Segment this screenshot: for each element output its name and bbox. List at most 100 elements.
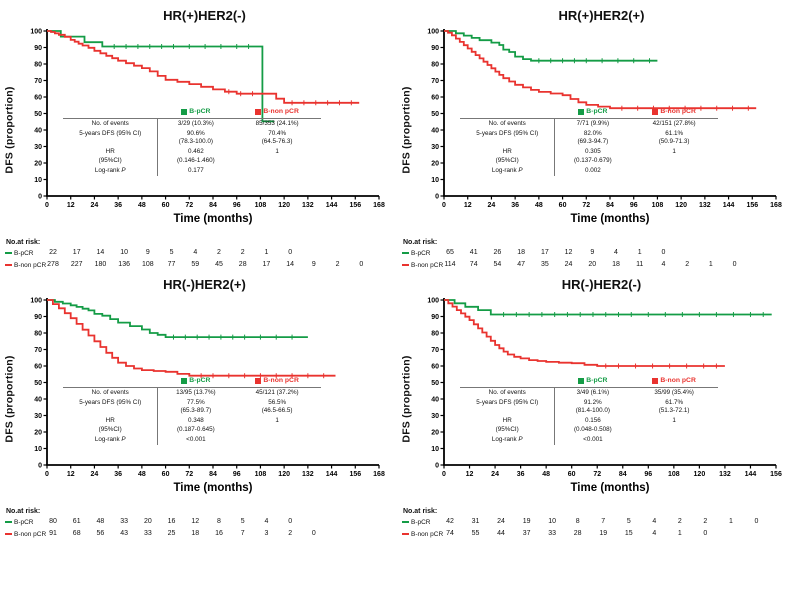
pcr-legend-label: B-pCR xyxy=(189,108,211,115)
plot-row: DFS (proportion) 0 12 24 36 48 60 72 84 96 108 120… xyxy=(2,24,393,236)
stats-label: 5-years DFS (95% CI) xyxy=(63,398,159,417)
x-tick-label: 84 xyxy=(209,202,217,209)
y-tick-label: 100 xyxy=(30,298,42,305)
stats-value-pcr: 91.2% (81.4-100.0) xyxy=(575,399,611,415)
stats-inset: B-pCR B-non pCR No. of events 3/49 (6.1%)… xyxy=(460,377,718,445)
non-pcr-curve xyxy=(47,30,360,104)
stats-inset: B-pCR B-non pCR No. of events 7/71 (9.9%)… xyxy=(460,108,718,176)
plot-area: 0 12 24 36 48 60 72 84 96 108 120 132 144 156 168 0 10 20… xyxy=(17,24,387,236)
non-pcr-line-icon xyxy=(5,263,12,267)
risk-count: 15 xyxy=(624,530,633,537)
non-pcr-swatch-icon xyxy=(255,109,262,116)
y-tick-label: 30 xyxy=(431,413,439,420)
risk-count: 26 xyxy=(493,249,502,256)
x-tick-label: 60 xyxy=(559,202,567,209)
risk-count: 11 xyxy=(636,261,644,268)
stats-row: No. of events 7/71 (9.9%) 42/151 (27.8%) xyxy=(460,118,718,129)
legend-spacer xyxy=(460,377,555,387)
stats-value-non-pcr xyxy=(233,166,321,176)
y-tick-label: 20 xyxy=(34,161,42,168)
risk-count: 24 xyxy=(564,261,573,268)
risk-row-pcr: B-pCR 22 17 14 10 9 5 4 2 2 1 0 xyxy=(2,247,393,259)
risk-count: 80 xyxy=(49,518,57,525)
risk-count: 227 xyxy=(70,261,83,268)
y-tick-label: 0 xyxy=(38,194,42,201)
plot-area: 0 12 24 36 48 60 72 84 96 108 120 132 144 156 168 0 10 20… xyxy=(414,24,784,236)
risk-count: 2 xyxy=(677,518,682,525)
x-tick-label: 12 xyxy=(466,471,474,478)
stats-value-pcr: <0.001 xyxy=(186,435,206,443)
risk-label-non-pcr: B-non pCR xyxy=(14,261,47,269)
plot-row: DFS (proportion) 0 12 24 36 48 60 72 84 96 108 120… xyxy=(399,293,790,505)
x-tick-label: 144 xyxy=(745,471,757,478)
x-tick-label: 108 xyxy=(255,471,267,478)
panel-title: HR(+)HER2(+) xyxy=(558,8,645,23)
y-tick-label: 80 xyxy=(34,62,42,69)
risk-count: 108 xyxy=(142,261,154,268)
risk-count: 74 xyxy=(469,261,478,268)
non-pcr-swatch-icon xyxy=(652,378,659,385)
stats-value-pcr: 0.462 (0.146-1.460) xyxy=(176,148,215,164)
risk-count: 16 xyxy=(215,530,223,537)
risk-count: 180 xyxy=(94,261,107,268)
stats-label: No. of events xyxy=(460,387,556,398)
risk-count: 43 xyxy=(120,530,129,537)
risk-count: 9 xyxy=(590,249,595,256)
risk-title: No.at risk: xyxy=(403,239,438,246)
risk-count: 1 xyxy=(728,518,733,525)
risk-count: 65 xyxy=(446,249,454,256)
risk-count: 4 xyxy=(614,249,618,256)
non-pcr-curve xyxy=(444,30,757,110)
risk-count: 7 xyxy=(240,530,245,537)
risk-count: 2 xyxy=(240,249,245,256)
risk-count: 12 xyxy=(191,518,200,525)
risk-count: 2 xyxy=(685,261,690,268)
legend-non-pcr: B-non pCR xyxy=(233,377,321,387)
stats-label: 5-years DFS (95% CI) xyxy=(460,129,556,148)
stats-label: HR (95%CI) xyxy=(63,147,159,166)
risk-count: 1 xyxy=(637,249,642,256)
stats-value-non-pcr: 1 xyxy=(672,417,676,425)
stats-value-pcr: 90.6% (78.3-100.0) xyxy=(178,130,214,146)
x-tick-label: 108 xyxy=(652,202,664,209)
x-tick-label: 36 xyxy=(517,471,525,478)
legend-non-pcr: B-non pCR xyxy=(630,377,718,387)
pcr-curve xyxy=(444,299,772,316)
stats-value-non-pcr xyxy=(233,435,321,445)
x-tick-label: 168 xyxy=(373,202,385,209)
risk-label-pcr: B-pCR xyxy=(14,249,34,257)
risk-count: 28 xyxy=(573,530,582,537)
stats-value-pcr: 0.002 xyxy=(584,166,601,174)
risk-count: 74 xyxy=(446,530,454,537)
x-tick-label: 24 xyxy=(491,471,499,478)
risk-count: 4 xyxy=(652,530,657,537)
x-tick-label: 0 xyxy=(442,471,446,478)
legend-pcr: B-pCR xyxy=(555,377,630,387)
risk-label-non-pcr: B-non pCR xyxy=(411,530,444,538)
stats-row: Log-rank P <0.001 xyxy=(460,434,718,445)
y-tick-label: 70 xyxy=(431,347,439,354)
stats-table: No. of events 7/71 (9.9%) 42/151 (27.8%) 5-… xyxy=(460,117,718,176)
legend-spacer xyxy=(63,377,158,387)
risk-count: 2 xyxy=(335,261,340,268)
risk-count: 0 xyxy=(661,249,666,256)
risk-count: 48 xyxy=(96,518,105,525)
stats-table: No. of events 3/29 (10.3%) 85/353 (24.1%) 5… xyxy=(63,117,321,176)
y-tick-label: 50 xyxy=(431,111,439,118)
stats-value-non-pcr: 45/121 (37.2%) xyxy=(255,388,299,396)
x-tick-label: 168 xyxy=(770,202,782,209)
y-tick-label: 30 xyxy=(431,144,439,151)
stats-label: Log-rank P xyxy=(63,434,159,445)
risk-count: 19 xyxy=(599,530,608,537)
stats-label: No. of events xyxy=(63,118,159,129)
y-axis-label: DFS (proportion) xyxy=(2,293,17,505)
stats-row: 5-years DFS (95% CI) 90.6% (78.3-100.0) 70… xyxy=(63,129,321,148)
risk-label-pcr: B-pCR xyxy=(411,518,431,526)
stats-value-non-pcr: 56.5% (46.5-66.5) xyxy=(261,399,293,415)
legend-non-pcr: B-non pCR xyxy=(630,108,718,118)
risk-count: 45 xyxy=(215,261,223,268)
risk-table: No.at risk: B-pCR 22 17 14 10 9 5 4 2 2 1 0 B-non p… xyxy=(2,239,393,271)
y-tick-label: 90 xyxy=(34,314,42,321)
stats-label: HR (95%CI) xyxy=(63,416,159,435)
pcr-legend-label: B-pCR xyxy=(586,108,608,115)
